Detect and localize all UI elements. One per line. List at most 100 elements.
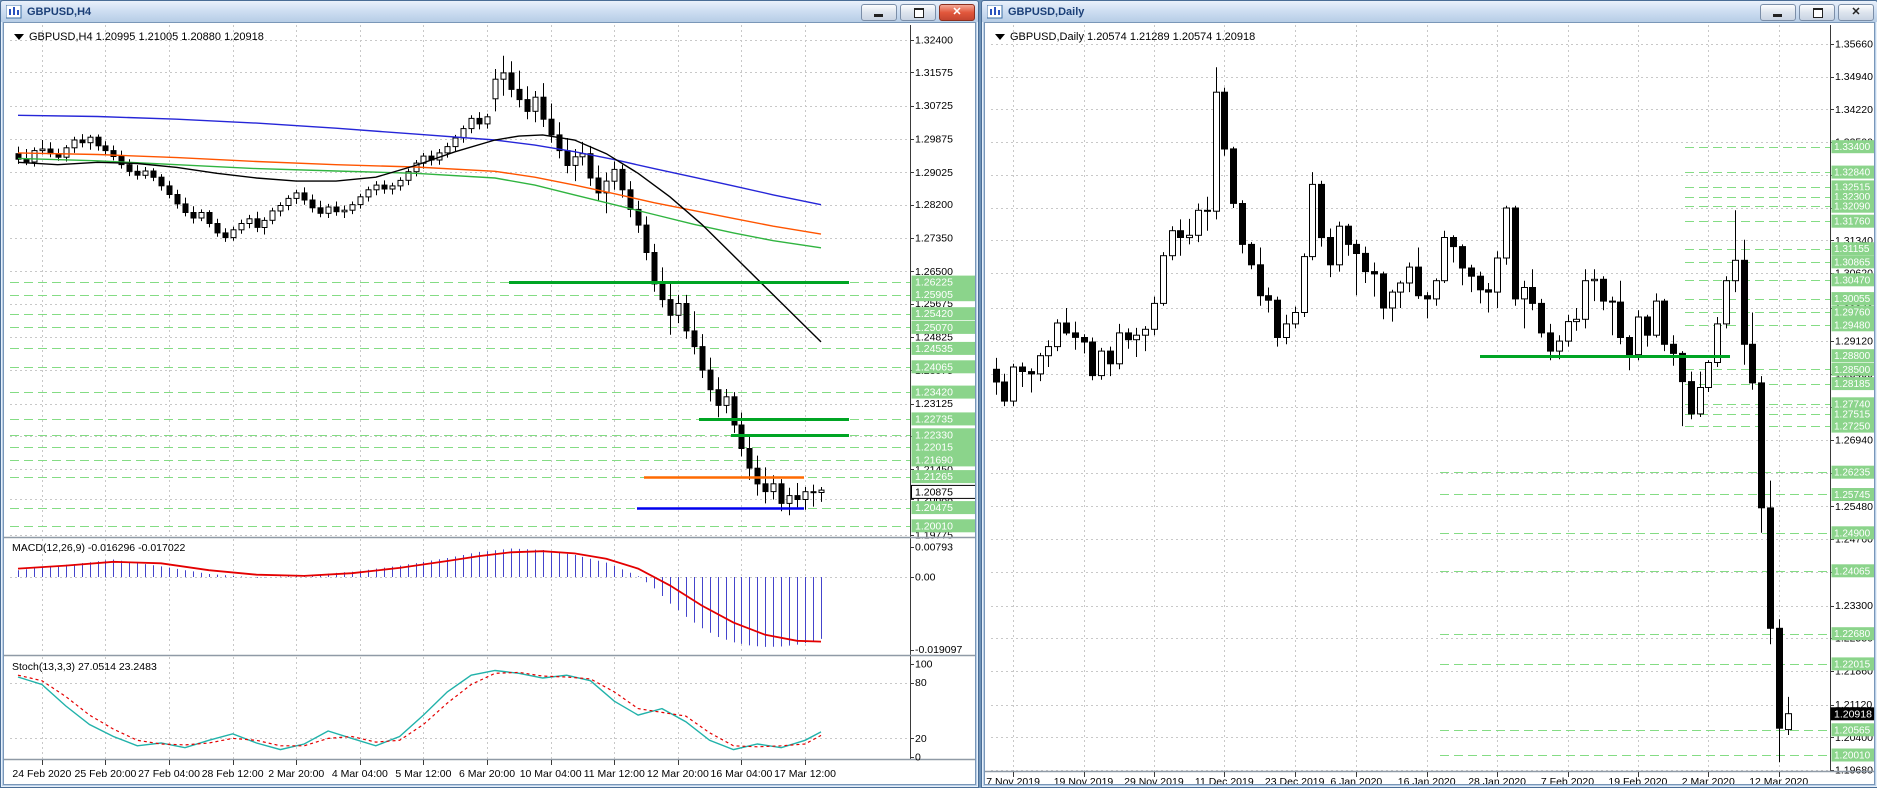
svg-text:1.29480: 1.29480 [1834, 320, 1871, 331]
svg-text:27 Feb 04:00: 27 Feb 04:00 [138, 768, 200, 780]
svg-text:1.31575: 1.31575 [915, 67, 953, 79]
svg-text:1.24900: 1.24900 [1834, 528, 1871, 539]
symbol-dropdown-icon [14, 34, 24, 40]
svg-text:1.26940: 1.26940 [1835, 435, 1873, 447]
svg-text:1.27740: 1.27740 [1834, 399, 1871, 410]
ma-green [17, 157, 822, 249]
restore-button[interactable] [900, 3, 936, 21]
svg-text:GBPUSD,H4 1.20995 1.21005 1.2: GBPUSD,H4 1.20995 1.21005 1.20880 1.2091… [29, 31, 264, 43]
svg-text:1.25745: 1.25745 [1834, 490, 1871, 501]
svg-text:1.24065: 1.24065 [1834, 566, 1871, 577]
chart-window-icon [5, 4, 22, 19]
svg-text:19 Feb 2020: 19 Feb 2020 [1608, 776, 1667, 785]
svg-text:1.26500: 1.26500 [915, 266, 953, 278]
svg-text:1.34220: 1.34220 [1835, 104, 1873, 116]
svg-text:1.25420: 1.25420 [915, 308, 953, 320]
svg-text:1.19775: 1.19775 [915, 530, 953, 542]
ma-blue [17, 114, 822, 206]
support-resistance-dashed-lines[interactable] [1440, 147, 1830, 756]
svg-text:1.22330: 1.22330 [915, 429, 953, 441]
window-gbpusd-h4: GBPUSD,H4 ✕ GBPUSD,H4 1.20995 1.21005 1.… [0, 0, 979, 788]
svg-text:-0.019097: -0.019097 [915, 644, 962, 656]
svg-text:10 Mar 04:00: 10 Mar 04:00 [520, 768, 582, 780]
ma-black [17, 134, 822, 343]
pane-separators[interactable] [4, 536, 976, 761]
svg-text:12 Mar 2020: 12 Mar 2020 [1749, 776, 1808, 785]
svg-text:1.30055: 1.30055 [1834, 294, 1871, 305]
svg-text:1.20918: 1.20918 [1834, 708, 1872, 720]
svg-text:1.28800: 1.28800 [1834, 351, 1871, 362]
svg-text:1.29120: 1.29120 [1835, 336, 1873, 348]
svg-text:17 Mar 12:00: 17 Mar 12:00 [774, 768, 836, 780]
ohlc-info-line: GBPUSD,Daily 1.20574 1.21289 1.20574 1.2… [995, 31, 1255, 43]
svg-text:1.34940: 1.34940 [1835, 71, 1873, 83]
svg-text:1.20010: 1.20010 [915, 520, 953, 532]
svg-text:1.22015: 1.22015 [1834, 659, 1871, 670]
daily-chart-canvas[interactable]: GBPUSD,Daily 1.20574 1.21289 1.20574 1.2… [985, 23, 1875, 785]
close-icon: ✕ [952, 5, 962, 18]
svg-text:1.21265: 1.21265 [915, 471, 953, 483]
svg-text:7 Feb 2020: 7 Feb 2020 [1541, 776, 1594, 785]
minimize-icon [874, 13, 883, 17]
titlebar-daily[interactable]: GBPUSD,Daily ✕ [982, 1, 1877, 22]
chart-level-objects[interactable] [509, 281, 849, 510]
svg-text:1.35660: 1.35660 [1835, 39, 1873, 51]
svg-text:1.32090: 1.32090 [1834, 202, 1871, 213]
svg-text:0.00: 0.00 [915, 572, 936, 584]
svg-text:1.31155: 1.31155 [1834, 244, 1870, 255]
svg-text:1.30725: 1.30725 [915, 100, 953, 112]
svg-text:1.23125: 1.23125 [915, 398, 953, 410]
window-gbpusd-daily: GBPUSD,Daily ✕ GBPUSD,Daily 1.20574 1.21… [981, 0, 1877, 788]
svg-text:1.32840: 1.32840 [1834, 168, 1871, 179]
svg-text:28 Jan 2020: 28 Jan 2020 [1468, 776, 1526, 785]
restore-button[interactable] [1799, 3, 1835, 21]
candles-daily [993, 67, 1792, 763]
svg-text:1.21690: 1.21690 [915, 454, 953, 466]
titlebar-h4[interactable]: GBPUSD,H4 ✕ [1, 1, 978, 22]
minimize-button[interactable] [1760, 3, 1796, 21]
window-title: GBPUSD,H4 [27, 6, 92, 18]
close-icon: ✕ [1851, 5, 1861, 18]
svg-text:1.30470: 1.30470 [1834, 275, 1871, 286]
svg-text:1.29760: 1.29760 [1834, 308, 1871, 319]
svg-text:1.27250: 1.27250 [1834, 422, 1871, 433]
close-button[interactable]: ✕ [939, 3, 975, 21]
svg-text:6 Jan 2020: 6 Jan 2020 [1330, 776, 1382, 785]
h4-chart-canvas[interactable]: GBPUSD,H4 1.20995 1.21005 1.20880 1.2091… [4, 23, 976, 785]
svg-text:1.32515: 1.32515 [1834, 182, 1871, 193]
window-title: GBPUSD,Daily [1008, 6, 1085, 18]
grid [10, 25, 910, 759]
svg-text:1.23300: 1.23300 [1835, 600, 1873, 612]
svg-text:1.29875: 1.29875 [915, 134, 953, 146]
svg-text:1.19680: 1.19680 [1835, 765, 1873, 777]
time-scale[interactable]: 7 Nov 2019 19 Nov 2019 29 Nov 2019 11 Dec 2… [986, 772, 1808, 785]
close-button[interactable]: ✕ [1838, 3, 1874, 21]
svg-text:2 Mar 20:00: 2 Mar 20:00 [268, 768, 324, 780]
svg-text:1.26225: 1.26225 [915, 277, 953, 289]
svg-text:1.32400: 1.32400 [915, 35, 953, 47]
stochastic-pane: Stoch(13,3,3) 27.0514 23.2483 100 80 20 0 [10, 659, 933, 764]
svg-text:1.25480: 1.25480 [1835, 501, 1873, 513]
svg-text:1.25905: 1.25905 [915, 289, 953, 301]
svg-text:1.20565: 1.20565 [1834, 725, 1871, 736]
svg-text:1.24065: 1.24065 [915, 361, 953, 373]
svg-text:1.27350: 1.27350 [915, 233, 953, 245]
svg-text:1.20475: 1.20475 [915, 502, 953, 514]
svg-text:28 Feb 12:00: 28 Feb 12:00 [202, 768, 264, 780]
svg-text:11 Dec 2019: 11 Dec 2019 [1195, 776, 1254, 785]
price-scale[interactable]: 1.356601.349401.342201.335001.327801.320… [1830, 25, 1875, 777]
svg-text:1.20010: 1.20010 [1834, 751, 1871, 762]
svg-text:29 Nov 2019: 29 Nov 2019 [1124, 776, 1184, 785]
symbol-dropdown-icon [995, 34, 1005, 40]
restore-icon [1813, 7, 1823, 18]
minimize-button[interactable] [861, 3, 897, 21]
ohlc-info-line: GBPUSD,H4 1.20995 1.21005 1.20880 1.2091… [14, 31, 264, 43]
svg-text:1.26235: 1.26235 [1834, 468, 1871, 479]
svg-text:2 Mar 2020: 2 Mar 2020 [1682, 776, 1735, 785]
ma-orange [17, 152, 822, 235]
svg-text:11 Mar 12:00: 11 Mar 12:00 [584, 768, 645, 780]
svg-text:GBPUSD,Daily 1.20574 1.21289: GBPUSD,Daily 1.20574 1.21289 1.20574 1.2… [1010, 31, 1255, 43]
price-scale[interactable]: 1.32400 1.31575 1.30725 1.29875 1.29025 1.282… [910, 25, 976, 759]
time-scale[interactable]: 24 Feb 2020 25 Feb 20:00 27 Feb 04:00 28 Fe… [12, 760, 836, 780]
svg-text:16 Jan 2020: 16 Jan 2020 [1398, 776, 1456, 785]
